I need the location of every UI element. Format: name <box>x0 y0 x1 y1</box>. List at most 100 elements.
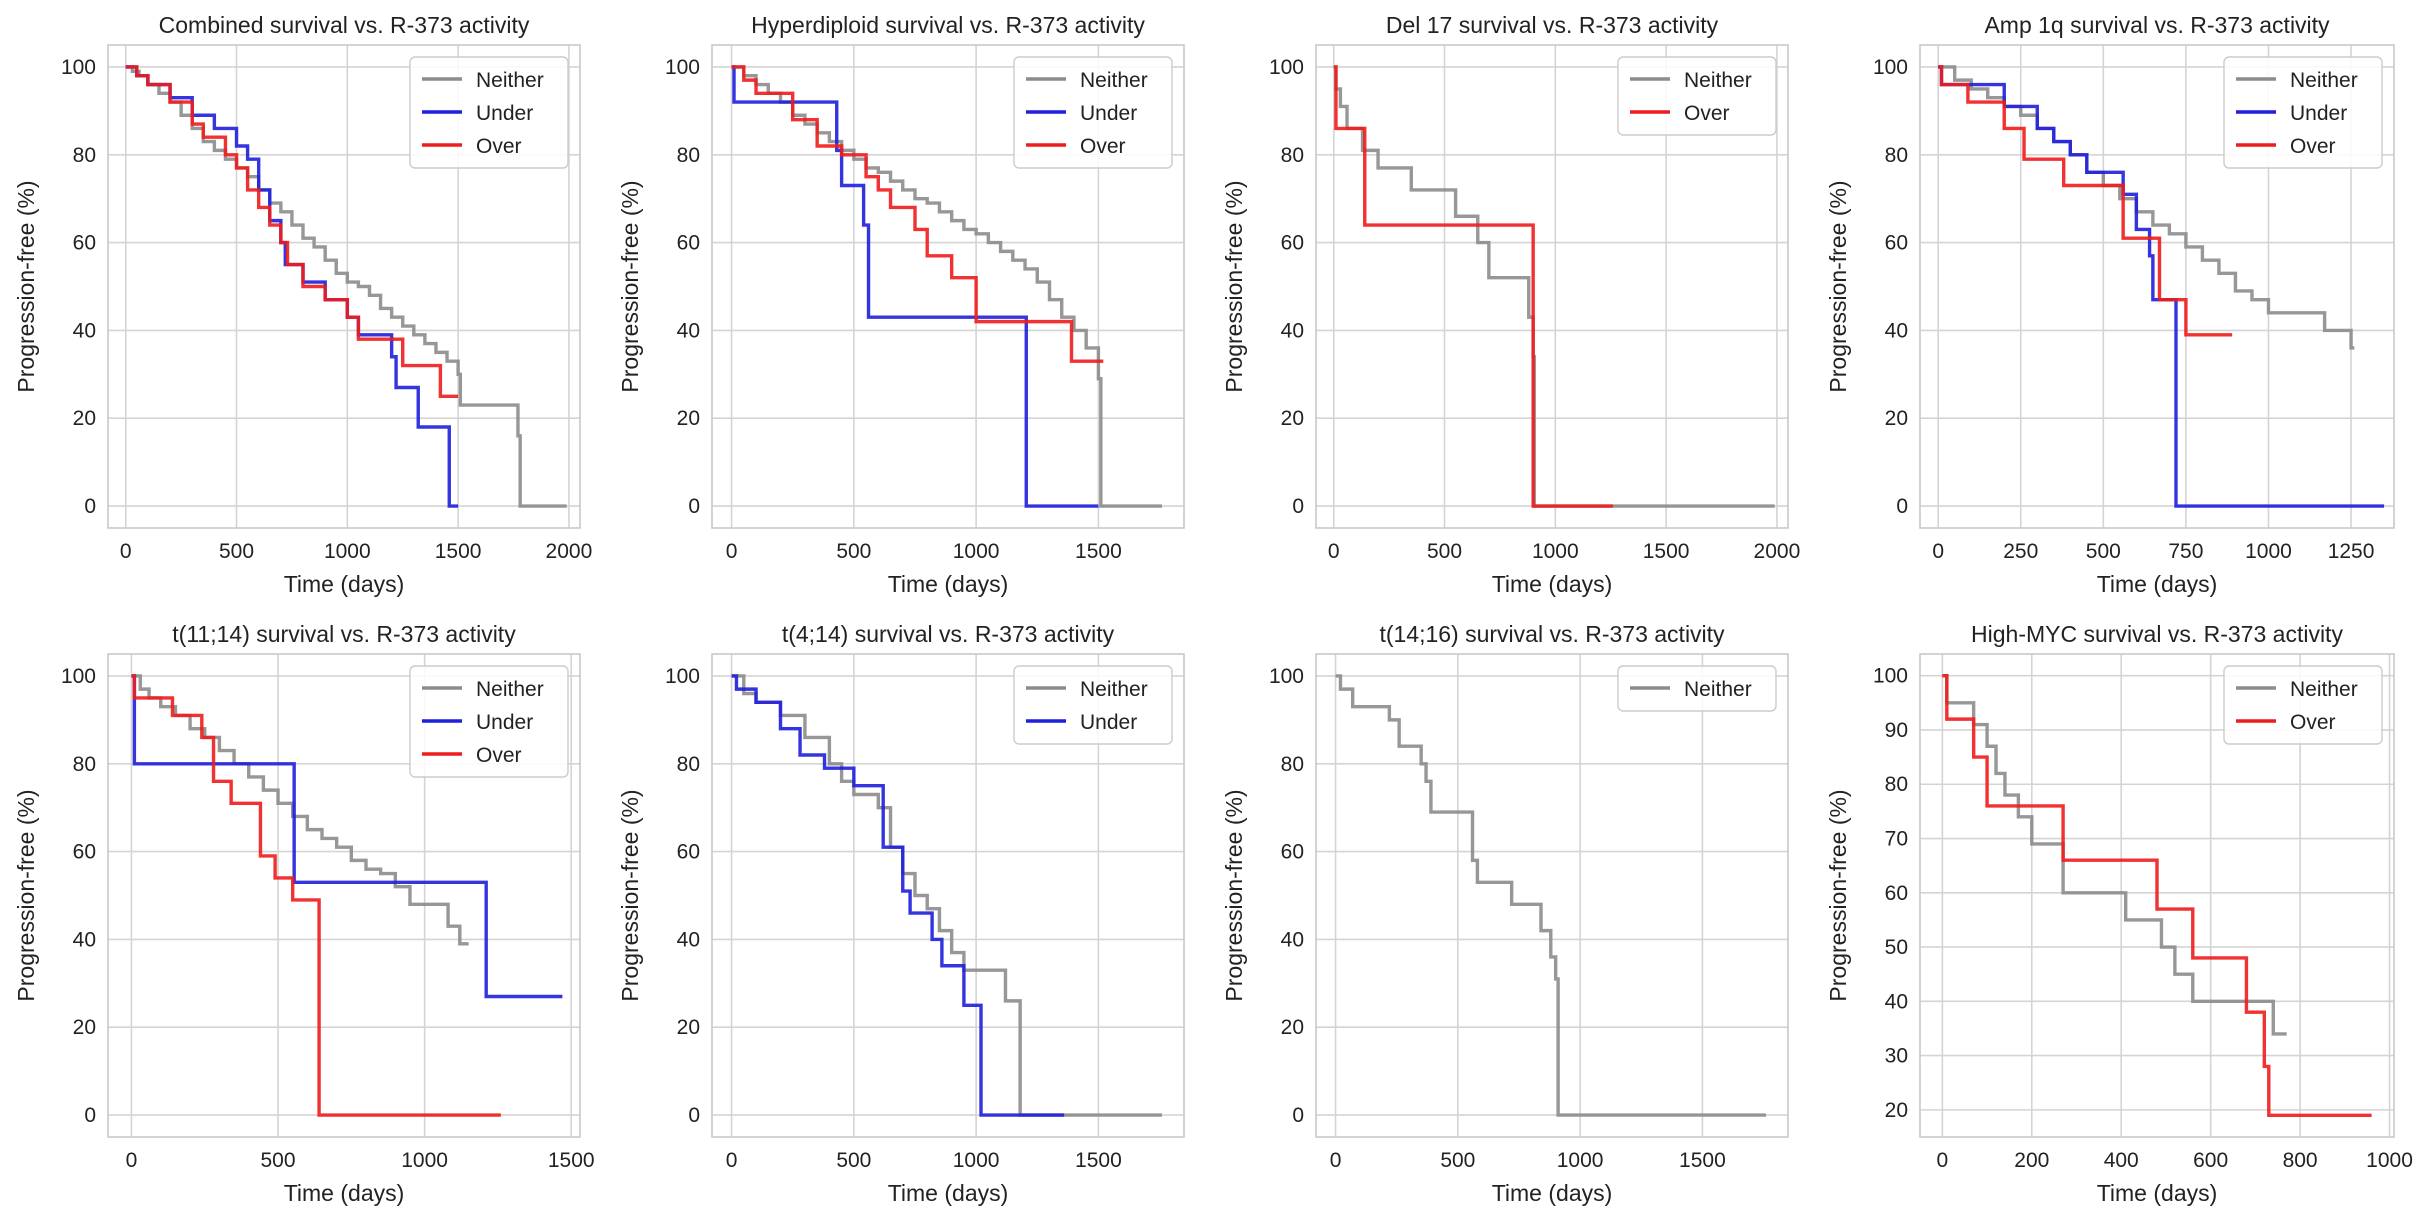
chart-title: High-MYC survival vs. R-373 activity <box>1971 621 2343 647</box>
y-tick-label: 60 <box>1885 232 1908 255</box>
y-tick-label: 60 <box>1885 882 1908 905</box>
y-tick-label: 100 <box>1269 665 1304 688</box>
chart-hyperdiploid: Hyperdiploid survival vs. R-373 activity… <box>617 12 1185 597</box>
chart-high-myc: High-MYC survival vs. R-373 activity 0 200… <box>1825 621 2413 1206</box>
chart-title: t(14;16) survival vs. R-373 activity <box>1379 621 1725 647</box>
legend-label-under: Under <box>476 102 533 125</box>
series-under-line <box>125 65 459 508</box>
series-neither-line <box>1942 674 2287 1036</box>
legend-label-over: Over <box>1080 135 1126 158</box>
chart-t11-14: t(11;14) survival vs. R-373 activity 0 500… <box>13 621 595 1206</box>
y-tick-label: 100 <box>1873 56 1908 79</box>
y-tick-label: 40 <box>677 319 700 342</box>
x-tick-label: 400 <box>2104 1149 2139 1172</box>
legend-box <box>1013 56 1173 169</box>
x-axis-label: Time (days) <box>2097 571 2218 597</box>
y-tick-label: 40 <box>1885 990 1908 1013</box>
x-tick-label: 1000 <box>953 540 1000 563</box>
y-tick-label: 20 <box>677 407 700 430</box>
y-tick-label: 80 <box>1281 144 1304 167</box>
x-tick-label: 600 <box>2193 1149 2228 1172</box>
x-axis-label: Time (days) <box>888 1180 1009 1206</box>
series-over-line <box>1333 65 1613 508</box>
x-tick-label: 1500 <box>548 1149 595 1172</box>
x-tick-label: 1500 <box>1643 540 1690 563</box>
y-axis-label: Progression-free (%) <box>617 789 643 1001</box>
x-tick-label: 500 <box>836 1149 871 1172</box>
series-over-line <box>1942 674 2372 1117</box>
y-axis-label: Progression-free (%) <box>13 789 39 1001</box>
plot-frame <box>1315 44 1789 529</box>
legend-label-under: Under <box>1080 711 1137 734</box>
y-tick-label: 100 <box>61 56 96 79</box>
x-tick-label: 200 <box>2014 1149 2049 1172</box>
y-tick-label: 80 <box>73 144 96 167</box>
legend-label-neither: Neither <box>476 69 544 92</box>
chart-amp1q: Amp 1q survival vs. R-373 activity 0 250 50… <box>1825 12 2395 597</box>
chart-t14-16: t(14;16) survival vs. R-373 activity 0 500… <box>1221 621 1789 1206</box>
x-tick-label: 250 <box>2003 540 2038 563</box>
y-tick-label: 0 <box>1292 495 1304 518</box>
chart-title: Combined survival vs. R-373 activity <box>159 12 530 38</box>
legend-label-over: Over <box>2290 711 2336 734</box>
chart-title: t(11;14) survival vs. R-373 activity <box>172 621 516 647</box>
legend-label-neither: Neither <box>1080 678 1148 701</box>
y-tick-label: 100 <box>61 665 96 688</box>
series-over-line <box>131 674 501 1117</box>
x-tick-label: 500 <box>219 540 254 563</box>
y-tick-label: 0 <box>1292 1104 1304 1127</box>
x-axis-label: Time (days) <box>888 571 1009 597</box>
legend-label-neither: Neither <box>476 678 544 701</box>
x-tick-label: 500 <box>2086 540 2121 563</box>
y-tick-label: 60 <box>677 232 700 255</box>
y-axis-label: Progression-free (%) <box>1221 789 1247 1001</box>
y-tick-label: 70 <box>1885 828 1908 851</box>
series-neither-line <box>125 65 567 508</box>
y-tick-label: 20 <box>73 1016 96 1039</box>
y-tick-label: 0 <box>688 1104 700 1127</box>
y-tick-label: 20 <box>1281 1016 1304 1039</box>
y-tick-label: 60 <box>1281 841 1304 864</box>
y-tick-label: 0 <box>688 495 700 518</box>
x-tick-label: 1000 <box>2366 1149 2413 1172</box>
legend-label-over: Over <box>2290 135 2336 158</box>
y-tick-label: 60 <box>73 232 96 255</box>
plot-frame <box>711 653 1185 1138</box>
y-tick-label: 40 <box>1281 928 1304 951</box>
x-tick-label: 1500 <box>1075 540 1122 563</box>
chart-t4-14: t(4;14) survival vs. R-373 activity 0 500 1… <box>617 621 1185 1206</box>
series-neither-line <box>731 65 1162 508</box>
y-tick-label: 80 <box>1281 753 1304 776</box>
legend-label-under: Under <box>476 711 533 734</box>
x-tick-label: 1500 <box>1679 1149 1726 1172</box>
x-tick-label: 1500 <box>435 540 482 563</box>
series-over-line <box>125 65 459 398</box>
y-tick-label: 40 <box>677 928 700 951</box>
x-tick-label: 1000 <box>401 1149 448 1172</box>
y-tick-label: 50 <box>1885 936 1908 959</box>
y-axis-label: Progression-free (%) <box>1825 789 1851 1001</box>
x-tick-label: 0 <box>1330 1149 1342 1172</box>
y-tick-label: 80 <box>677 753 700 776</box>
series-over-line <box>731 65 1104 363</box>
x-tick-label: 1000 <box>324 540 371 563</box>
x-tick-label: 500 <box>261 1149 296 1172</box>
legend-label-under: Under <box>2290 102 2347 125</box>
y-tick-label: 60 <box>73 841 96 864</box>
x-tick-label: 500 <box>1440 1149 1475 1172</box>
plot-frame <box>711 44 1185 529</box>
x-axis-label: Time (days) <box>284 1180 405 1206</box>
x-tick-label: 0 <box>1328 540 1340 563</box>
x-axis-label: Time (days) <box>284 571 405 597</box>
y-tick-label: 80 <box>1885 773 1908 796</box>
x-axis-label: Time (days) <box>1492 1180 1613 1206</box>
y-tick-label: 20 <box>1885 1099 1908 1122</box>
chart-title: Del 17 survival vs. R-373 activity <box>1386 12 1719 38</box>
legend-box <box>2223 56 2383 169</box>
x-tick-label: 0 <box>1932 540 1944 563</box>
y-axis-label: Progression-free (%) <box>1221 180 1247 392</box>
y-axis-label: Progression-free (%) <box>1825 180 1851 392</box>
y-tick-label: 0 <box>84 1104 96 1127</box>
x-axis-label: Time (days) <box>1492 571 1613 597</box>
